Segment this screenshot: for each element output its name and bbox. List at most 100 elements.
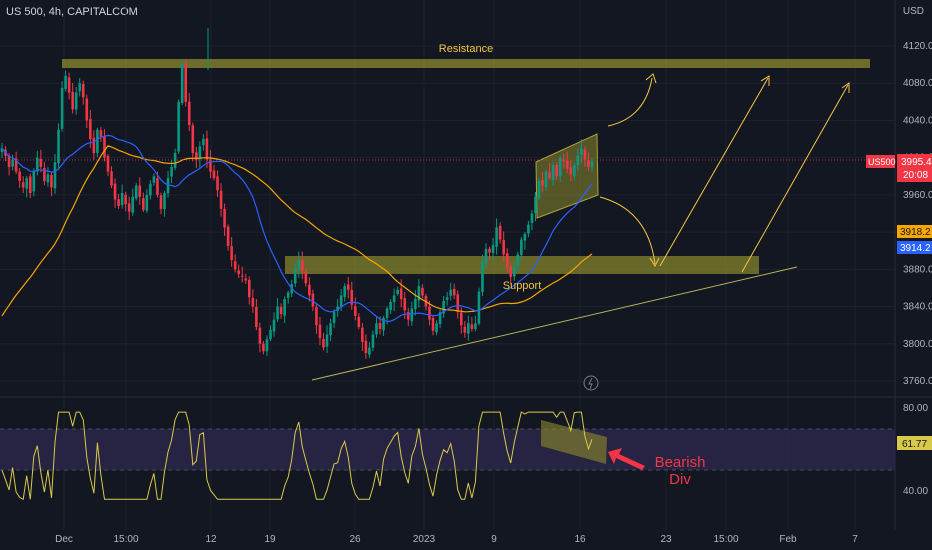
candle-body: [240, 275, 244, 277]
price-tick-label: 4120.0: [903, 41, 932, 52]
candle-body: [353, 306, 357, 316]
candle-body: [202, 139, 205, 146]
candle-body: [191, 125, 195, 154]
projection-arrow-up-curve: [607, 77, 653, 127]
candle-body: [184, 64, 188, 102]
candle-body: [262, 343, 265, 352]
time-tick-label: 15:00: [113, 534, 138, 545]
candle-body: [315, 307, 318, 326]
candle-body: [230, 246, 233, 261]
candle-body: [64, 75, 67, 89]
rsi-line: [1, 411, 593, 501]
candle-body: [530, 213, 534, 223]
candle-body: [343, 286, 346, 297]
candle-body: [286, 292, 290, 298]
candle-body: [209, 159, 212, 172]
arrowhead: [760, 75, 770, 86]
candlestick-series: [0, 28, 594, 359]
bearish-div-arrow: [608, 448, 645, 470]
candle-body: [389, 301, 392, 310]
candle-body: [431, 317, 435, 331]
candle-body: [226, 226, 230, 247]
candle-body: [198, 146, 202, 159]
candle-body: [346, 284, 350, 290]
candle-body: [445, 297, 449, 300]
candle-body: [399, 288, 403, 300]
candle-body: [417, 286, 421, 301]
moving-average-slow: [1, 145, 593, 317]
candle-body: [272, 319, 276, 332]
candle-body: [565, 160, 569, 169]
candle-body: [237, 270, 241, 274]
candle-body: [18, 171, 21, 181]
candle-body: [428, 306, 431, 320]
price-tick-label: 4080.0: [903, 78, 932, 89]
candle-body: [127, 203, 131, 212]
price-tick-label: 3960.0: [903, 190, 932, 201]
candle-body: [537, 180, 541, 199]
candle-body: [438, 312, 442, 324]
time-tick-label: 2023: [413, 534, 436, 545]
candle-body: [558, 157, 562, 177]
price-tick-label: 4040.0: [903, 115, 932, 126]
candle-body: [339, 295, 343, 307]
candle-body: [71, 91, 74, 110]
candle-body: [459, 312, 463, 326]
ascending-trendline: [311, 266, 798, 381]
support-zone: [285, 256, 759, 274]
arrowhead: [645, 73, 657, 84]
last-price-value: 3995.4: [901, 157, 932, 168]
candle-body: [481, 261, 484, 292]
time-tick-label: 16: [574, 534, 586, 545]
projection-arrow-down-curve: [599, 196, 656, 265]
candle-body: [580, 148, 583, 155]
candle-body: [195, 152, 198, 160]
candle-body: [258, 327, 262, 344]
candle-body: [406, 312, 410, 320]
candle-body: [392, 295, 396, 303]
symbol-header: US 500, 4h, CAPITALCOM: [6, 6, 138, 18]
candle-body: [371, 334, 375, 348]
candle-body: [28, 176, 32, 194]
candle-body: [85, 98, 89, 121]
candle-body: [541, 180, 544, 186]
ma-fast-value: 3914.2: [900, 243, 931, 254]
candle-body: [357, 316, 361, 328]
projection-arrow-line: [741, 84, 849, 273]
candle-body: [205, 138, 209, 160]
candle-body: [364, 340, 368, 354]
candle-body: [470, 324, 474, 329]
candle-body: [152, 176, 156, 183]
candle-body: [484, 248, 488, 264]
candle-body: [50, 174, 53, 188]
candle-body: [283, 299, 286, 316]
support-label: Support: [503, 280, 542, 292]
candle-body: [103, 136, 106, 158]
candle-body: [555, 164, 558, 177]
candle-body: [138, 185, 142, 197]
candle-body: [527, 224, 530, 234]
candle-body: [474, 323, 477, 330]
candle-body: [382, 317, 385, 331]
candle-body: [516, 254, 520, 267]
candle-body: [120, 193, 124, 205]
candle-body: [43, 167, 46, 181]
lightning-icon[interactable]: [583, 375, 599, 391]
ma-slow-value: 3918.2: [900, 227, 931, 238]
candle-body: [92, 137, 96, 154]
candle-body: [477, 291, 481, 324]
candle-body: [573, 165, 576, 177]
candle-body: [414, 299, 417, 310]
candle-body: [505, 253, 509, 268]
candle-body: [583, 149, 587, 160]
candle-body: [300, 260, 304, 272]
arrowhead: [841, 82, 850, 93]
time-tick-label: 19: [264, 534, 276, 545]
candle-body: [78, 83, 82, 92]
price-tick-label: 3840.0: [903, 302, 932, 313]
candle-body: [452, 288, 456, 296]
symbol-badge: [866, 155, 895, 168]
candle-body: [534, 196, 537, 214]
candle-body: [336, 306, 339, 311]
